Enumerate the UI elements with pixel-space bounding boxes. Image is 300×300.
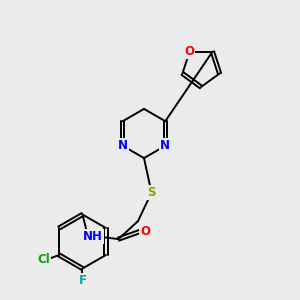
Text: O: O xyxy=(140,225,150,238)
Text: S: S xyxy=(147,186,156,199)
Text: O: O xyxy=(184,45,194,58)
Text: Cl: Cl xyxy=(37,253,50,266)
Text: N: N xyxy=(118,139,128,152)
Text: NH: NH xyxy=(83,230,103,243)
Text: F: F xyxy=(79,274,86,287)
Text: N: N xyxy=(160,139,170,152)
